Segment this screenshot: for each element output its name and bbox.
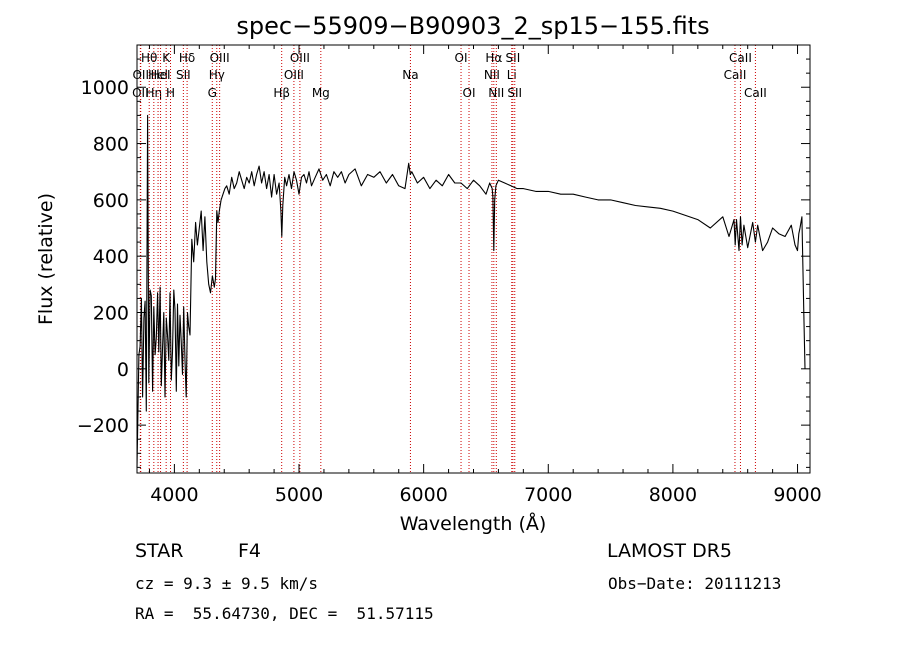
line-label-16: Mg [312,86,330,100]
line-label-14: OIII [284,68,304,82]
line-label-6: K [162,51,171,65]
line-label-21: Hα [485,51,502,65]
line-label-17: Na [402,68,418,82]
line-label-27: CaII [729,51,752,65]
x-tick-label-4: 8000 [649,484,697,506]
object-class: STAR [135,540,184,562]
redshift-readout: cz = 9.3 ± 9.5 km/s [135,574,319,593]
line-label-15: OIII [290,51,310,65]
line-label-4: HeI [148,68,168,82]
line-label-23: Li [507,68,517,82]
line-label-19: OI [463,86,476,100]
line-label-13: Hβ [273,86,290,100]
y-tick-label-3: 400 [93,246,129,268]
line-label-24: SII [506,51,521,65]
obs-date: Obs−Date: 20111213 [608,574,782,593]
line-label-22: NII [488,86,504,100]
x-tick-label-2: 6000 [399,484,447,506]
coordinates: RA = 55.64730, DEC = 51.57115 [135,604,434,623]
y-tick-label-4: 600 [93,190,129,212]
x-tick-label-3: 7000 [524,484,572,506]
line-label-18: OI [455,51,468,65]
plot-frame [136,44,811,474]
x-tick-label-5: 9000 [773,484,821,506]
line-markers: OIIOIIHθHηHeIHeIKHSIIHδGHγOIIIHβOIIIOIII… [132,45,767,473]
line-label-3: Hη [146,86,163,100]
x-axis-label: Wavelength (Å) [400,512,547,535]
line-label-8: SII [176,68,191,82]
survey-name: LAMOST DR5 [607,540,732,562]
line-label-12: OIII [210,51,230,65]
y-tick-label-0: −200 [77,415,129,437]
flux-series [136,114,806,468]
line-label-28: CaII [744,86,767,100]
subclass: F4 [238,540,262,562]
y-tick-label-5: 800 [93,134,129,156]
line-label-7: H [166,86,175,100]
y-tick-label-6: 1000 [81,77,129,99]
line-label-26: CaII [724,68,747,82]
axes: 4000 5000 6000 7000 8000 9000 −200 0 200 400 600 80… [77,44,822,506]
line-label-2: Hθ [141,51,157,65]
line-label-20: NII [484,68,500,82]
line-label-25: SII [507,86,522,100]
line-label-11: Hγ [209,68,225,82]
line-label-9: Hδ [179,51,195,65]
flux-line-0 [136,114,806,468]
y-axis-label: Flux (relative) [35,193,57,325]
line-label-10: G [208,86,217,100]
chart-title: spec−55909−B90903_2_sp15−155.fits [236,12,709,40]
line-label-5: HeI [151,68,171,82]
x-tick-label-0: 4000 [150,484,198,506]
y-tick-label-2: 200 [93,303,129,325]
x-tick-label-1: 5000 [275,484,323,506]
y-tick-label-1: 0 [117,359,129,381]
line-label-1: OII [132,68,149,82]
